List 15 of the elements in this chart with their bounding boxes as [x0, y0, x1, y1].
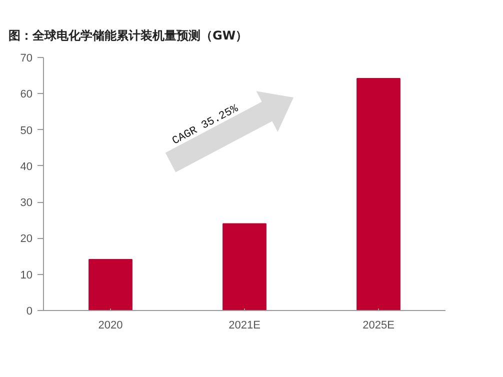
y-tick-label: 0	[26, 306, 33, 318]
x-tick-label: 2025E	[362, 320, 394, 332]
chart-title: 图：全球电化学储能累计装机量预测（GW）	[8, 28, 248, 42]
x-tick-label: 2021E	[228, 320, 260, 332]
bar	[88, 259, 132, 310]
bar	[356, 78, 400, 310]
y-tick-label: 20	[20, 233, 33, 246]
y-tick-label: 40	[20, 160, 33, 173]
x-tick-label: 2020	[98, 320, 123, 332]
y-tick-label: 70	[20, 52, 33, 64]
y-tick-label: 30	[20, 197, 33, 210]
y-tick-label: 50	[20, 124, 33, 137]
bar	[222, 223, 266, 310]
y-tick-label: 10	[20, 269, 33, 282]
y-tick-label: 60	[20, 88, 33, 101]
